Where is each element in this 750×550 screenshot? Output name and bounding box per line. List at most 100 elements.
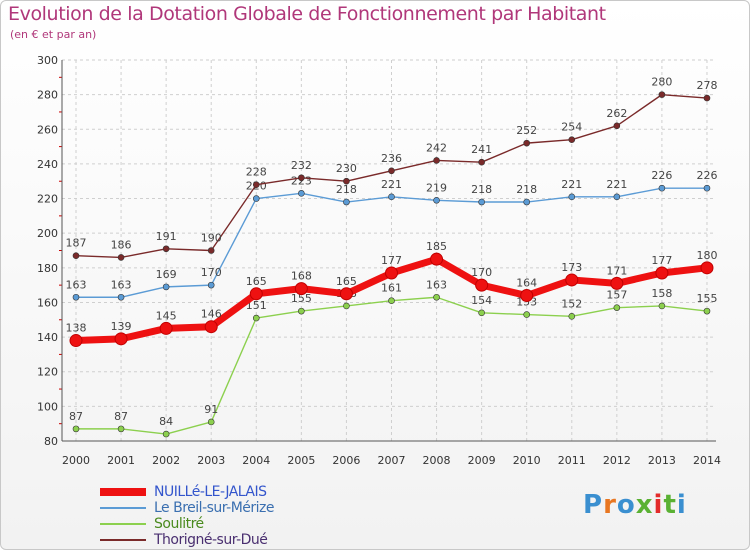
data-point xyxy=(658,184,666,192)
data-point xyxy=(475,278,489,292)
data-label: 165 xyxy=(336,275,357,288)
x-tick-label: 2013 xyxy=(648,454,676,467)
data-label: 242 xyxy=(426,141,447,154)
chart-subtitle: (en € et par an) xyxy=(10,28,97,41)
data-point xyxy=(433,157,440,164)
data-point xyxy=(207,281,215,289)
legend-item: Le Breil-sur-Mérize xyxy=(100,500,275,516)
data-point xyxy=(207,247,215,254)
data-point xyxy=(703,94,711,102)
legend-item: Soulitré xyxy=(100,516,274,532)
data-label: 278 xyxy=(696,79,717,92)
data-point xyxy=(117,425,125,433)
line-chart: 80 100 120 140 160 180 200 220 240 260 280 300 2000 2… xyxy=(37,54,721,467)
x-tick-label: 2004 xyxy=(242,454,270,467)
data-label: 87 xyxy=(114,410,128,423)
legend-swatch xyxy=(100,523,146,525)
legend-label: NUILLé-LE-JALAIS xyxy=(154,484,267,500)
data-point xyxy=(339,287,353,301)
logo-letter: r xyxy=(603,490,617,520)
data-label: 218 xyxy=(471,183,492,196)
data-point xyxy=(478,158,485,166)
data-point xyxy=(343,302,350,310)
legend-label: Soulitré xyxy=(154,516,204,532)
data-label: 152 xyxy=(561,297,582,310)
data-point xyxy=(298,174,305,182)
y-tick-label: 300 xyxy=(37,54,58,67)
x-tick-label: 2012 xyxy=(603,454,631,467)
data-point xyxy=(162,430,170,438)
x-tick-label: 2009 xyxy=(468,454,496,467)
data-point xyxy=(523,311,531,318)
data-label: 221 xyxy=(381,178,402,191)
y-tick-label: 120 xyxy=(37,366,58,379)
data-label: 221 xyxy=(606,178,627,191)
x-tick-label: 2002 xyxy=(152,454,180,467)
x-tick-label: 2014 xyxy=(693,454,721,467)
logo-letter: i xyxy=(676,490,687,520)
data-point xyxy=(388,193,395,201)
y-tick-label: 260 xyxy=(37,123,58,136)
data-label: 171 xyxy=(606,264,627,277)
data-point xyxy=(568,313,576,320)
data-label: 146 xyxy=(201,308,222,321)
data-label: 170 xyxy=(201,266,222,279)
data-point xyxy=(700,261,714,275)
data-point xyxy=(703,184,711,192)
data-point xyxy=(658,91,666,98)
data-point xyxy=(249,287,263,301)
data-point xyxy=(343,177,350,185)
data-point xyxy=(72,425,80,433)
data-point xyxy=(523,139,531,147)
data-label: 232 xyxy=(291,159,312,172)
y-tick-label: 140 xyxy=(37,331,58,344)
legend-item: Thorigné-sur-Dué xyxy=(100,532,274,548)
y-tick-label: 160 xyxy=(37,296,58,309)
data-point xyxy=(343,198,350,206)
data-label: 218 xyxy=(516,183,537,196)
data-point xyxy=(478,198,485,206)
chart-title: Evolution de la Dotation Globale de Fonc… xyxy=(8,3,606,25)
data-label: 185 xyxy=(426,240,447,253)
data-point xyxy=(72,293,80,301)
data-point xyxy=(433,293,440,301)
data-label: 87 xyxy=(69,410,83,423)
y-tick-label: 240 xyxy=(37,158,58,171)
data-label: 169 xyxy=(156,268,177,281)
data-point xyxy=(613,193,621,201)
data-point xyxy=(613,304,621,311)
data-point xyxy=(520,289,534,303)
data-label: 226 xyxy=(696,169,717,182)
data-point xyxy=(384,266,398,280)
data-label: 228 xyxy=(246,166,267,179)
data-label: 262 xyxy=(606,107,627,120)
legend-swatch xyxy=(100,488,146,496)
proxiti-logo: Proxiti xyxy=(583,490,687,520)
legend-item: NUILLé-LE-JALAIS xyxy=(100,484,274,500)
x-tick-label: 2005 xyxy=(287,454,315,467)
data-label: 157 xyxy=(606,289,627,302)
data-label: 154 xyxy=(471,294,492,307)
data-point xyxy=(117,293,125,301)
data-point xyxy=(252,181,260,188)
x-tick-label: 2006 xyxy=(332,454,360,467)
logo-letter: x xyxy=(635,490,654,520)
data-label: 155 xyxy=(696,292,717,305)
data-label: 191 xyxy=(156,230,177,243)
data-point xyxy=(298,307,305,315)
legend-label: Thorigné-sur-Dué xyxy=(154,532,268,548)
data-label: 84 xyxy=(159,415,173,428)
data-label: 177 xyxy=(381,254,402,267)
data-point xyxy=(568,193,576,201)
data-point xyxy=(117,254,125,261)
data-point xyxy=(433,196,440,204)
data-label: 139 xyxy=(111,320,132,333)
x-tick-label: 2001 xyxy=(107,454,135,467)
y-tick-label: 180 xyxy=(37,262,58,275)
data-point xyxy=(204,320,218,334)
x-tick-label: 2010 xyxy=(513,454,541,467)
data-label: 254 xyxy=(561,121,582,134)
data-label: 151 xyxy=(246,299,267,312)
data-label: 173 xyxy=(561,261,582,274)
y-tick-label: 80 xyxy=(44,435,58,448)
